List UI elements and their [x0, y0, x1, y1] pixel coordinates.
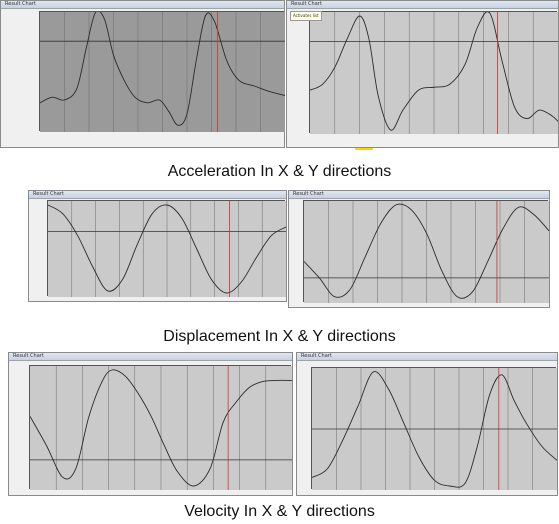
chart-svg — [304, 201, 549, 303]
series-line-disp-x — [48, 204, 286, 294]
plot-area[interactable] — [47, 200, 286, 297]
window-titlebar[interactable]: Result Chart — [9, 353, 292, 361]
accent-strip — [355, 148, 373, 150]
chart-window-accel-y: Result Chart Activates list — [286, 0, 559, 148]
chart-window-accel-x: Result Chart — [0, 0, 285, 148]
window-title: Result Chart — [293, 191, 324, 197]
window-title: Result Chart — [5, 1, 36, 7]
chart-svg — [48, 201, 286, 297]
caption-displacement: Displacement In X & Y directions — [163, 328, 396, 345]
plot-area[interactable] — [309, 11, 558, 134]
series-line-vel-y — [312, 371, 557, 488]
window-title: Result Chart — [33, 191, 64, 197]
chart-window-disp-y: Result Chart — [288, 190, 550, 308]
caption-acceleration: Acceleration In X & Y directions — [167, 163, 392, 180]
series-line-accel-x — [40, 12, 285, 126]
window-titlebar[interactable]: Result Chart — [297, 353, 557, 361]
plot-area[interactable] — [29, 365, 292, 490]
window-title: Result Chart — [13, 353, 44, 359]
window-titlebar[interactable]: Result Chart — [287, 1, 558, 9]
window-title: Result Chart — [291, 1, 322, 7]
chart-window-disp-x: Result Chart — [28, 190, 287, 302]
chart-svg — [30, 366, 292, 490]
window-title: Result Chart — [301, 353, 332, 359]
chart-window-vel-y: Result Chart — [296, 352, 558, 496]
window-titlebar[interactable]: Result Chart — [1, 1, 284, 9]
window-titlebar[interactable]: Result Chart — [29, 191, 286, 199]
chart-svg — [40, 12, 285, 132]
caption-velocity: Velocity In X & Y directions — [184, 503, 375, 520]
plot-area[interactable] — [303, 200, 549, 303]
series-line-disp-y — [304, 203, 549, 299]
chart-svg — [312, 368, 557, 490]
chart-svg — [310, 12, 558, 134]
series-line-vel-x — [30, 369, 292, 487]
chart-window-vel-x: Result Chart — [8, 352, 293, 496]
tooltip: Activates list — [290, 11, 322, 21]
plot-area[interactable] — [311, 367, 557, 490]
window-titlebar[interactable]: Result Chart — [289, 191, 549, 199]
series-line-accel-y — [310, 12, 558, 131]
plot-area[interactable] — [39, 11, 285, 132]
